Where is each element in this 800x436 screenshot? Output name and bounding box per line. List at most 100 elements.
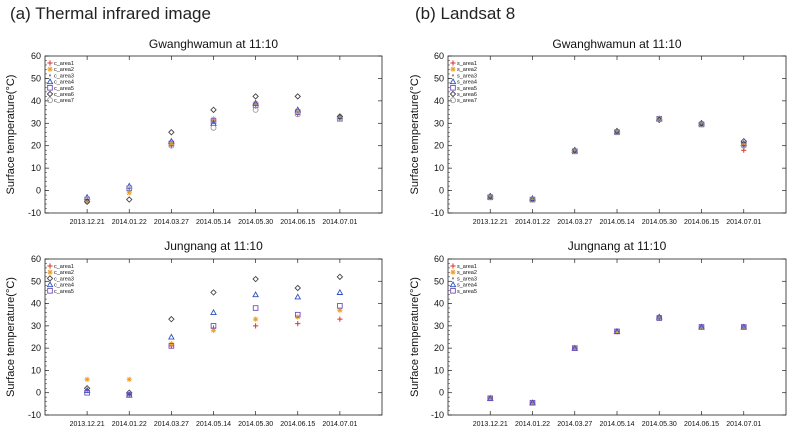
x-tick-label: 2014.07.01 — [322, 421, 357, 428]
data-point — [252, 106, 259, 113]
legend-label: s_area2 — [457, 67, 477, 73]
data-point — [294, 311, 301, 318]
data-point — [700, 325, 703, 329]
y-tick-label: 30 — [434, 321, 444, 331]
legend-label: c_area7 — [54, 98, 74, 104]
data-point — [294, 109, 301, 115]
series-c_area4 — [83, 288, 344, 398]
data-point — [336, 113, 344, 120]
data-point — [529, 196, 536, 203]
y-tick-label: 60 — [434, 254, 444, 264]
y-tick-label: 10 — [434, 163, 444, 173]
legend-marker — [450, 66, 456, 72]
data-point — [294, 293, 302, 300]
chart-title: Jungnang at 11:10 — [164, 239, 263, 253]
legend-marker — [46, 281, 54, 288]
y-tick-label: -10 — [28, 410, 41, 420]
y-tick-label: 40 — [434, 299, 444, 309]
chart-title: Gwanghwamun at 11:10 — [552, 37, 682, 51]
x-tick-label: 2014.01.22 — [515, 219, 550, 226]
y-tick-label: 50 — [31, 276, 41, 286]
x-tick-label: 2014.01.22 — [112, 219, 147, 226]
data-point — [168, 142, 175, 149]
y-axis-label: Surface temperature(°C) — [409, 75, 421, 195]
y-tick-label: 20 — [434, 343, 444, 353]
series-s_area7 — [487, 115, 747, 203]
data-point — [571, 345, 578, 351]
chart-panel-1: Gwanghwamun at 11:10 Surface temperature(… — [5, 37, 383, 226]
data-point — [253, 316, 259, 322]
legend-marker — [449, 90, 457, 98]
data-point — [84, 376, 90, 382]
x-tick-label: 2014.07.01 — [322, 219, 357, 226]
data-point — [531, 401, 534, 404]
y-tick-label: -10 — [431, 410, 444, 420]
data-point — [656, 315, 663, 321]
legend-label: c_area4 — [54, 80, 74, 86]
data-point — [84, 389, 90, 396]
x-tick-label: 2013.12.21 — [70, 421, 105, 428]
legend-label: s_area5 — [457, 86, 477, 92]
data-point — [487, 395, 494, 402]
data-point — [487, 194, 494, 201]
legend-marker — [46, 78, 54, 85]
legend-label: c_area1 — [54, 61, 74, 67]
data-point — [253, 323, 259, 329]
data-point — [210, 289, 217, 296]
legend-label: c_area2 — [54, 270, 74, 276]
data-point — [126, 389, 133, 396]
y-axis-label: Surface temperature(°C) — [5, 75, 17, 195]
data-point — [740, 142, 747, 149]
data-point — [84, 196, 91, 203]
y-tick-label: 0 — [36, 186, 41, 196]
legend-marker — [47, 66, 53, 72]
legend-label: c_area3 — [54, 276, 74, 282]
legend-label: s_area1 — [457, 61, 477, 67]
x-tick-label: 2014.05.30 — [642, 219, 677, 226]
legend-label: s_area3 — [457, 276, 477, 282]
y-tick-label: 30 — [434, 118, 444, 128]
data-point — [83, 385, 91, 392]
series-c_area7 — [84, 106, 343, 203]
legend-marker — [451, 74, 455, 77]
data-point — [656, 115, 663, 122]
x-tick-label: 2014.06.15 — [684, 219, 719, 226]
legend-label: c_area6 — [54, 92, 74, 98]
data-point — [295, 321, 301, 327]
data-point — [126, 190, 132, 196]
x-tick-label: 2014.07.01 — [726, 219, 761, 226]
y-tick-label: 60 — [31, 254, 41, 264]
legend-label: s_area4 — [457, 80, 477, 86]
y-tick-label: 0 — [439, 388, 444, 398]
legend-label: s_area1 — [457, 264, 477, 270]
legend-marker — [46, 90, 54, 98]
data-point — [336, 115, 343, 122]
x-tick-label: 2014.07.01 — [726, 421, 761, 428]
data-point — [614, 328, 620, 335]
legend-label: s_area3 — [457, 73, 477, 79]
data-point — [126, 185, 133, 192]
data-point — [294, 111, 301, 118]
data-point — [210, 124, 217, 131]
data-point — [168, 333, 175, 340]
legend-marker — [46, 275, 54, 282]
series-c_area5 — [84, 303, 343, 398]
legend-marker — [451, 277, 455, 280]
x-tick-label: 2014.05.30 — [238, 421, 273, 428]
legend-label: s_area2 — [457, 270, 477, 276]
legend-marker — [47, 85, 53, 91]
data-point — [168, 140, 175, 147]
legend-marker — [450, 288, 456, 294]
data-point — [656, 314, 662, 320]
legend-label: c_area5 — [54, 289, 74, 295]
chart-title: Gwanghwamun at 11:10 — [149, 37, 279, 51]
data-point — [126, 392, 133, 398]
data-point — [742, 325, 745, 329]
legend-marker — [450, 85, 456, 91]
y-tick-label: 10 — [31, 163, 41, 173]
data-point — [210, 323, 217, 329]
data-point — [655, 313, 663, 320]
y-tick-label: 50 — [31, 73, 41, 83]
